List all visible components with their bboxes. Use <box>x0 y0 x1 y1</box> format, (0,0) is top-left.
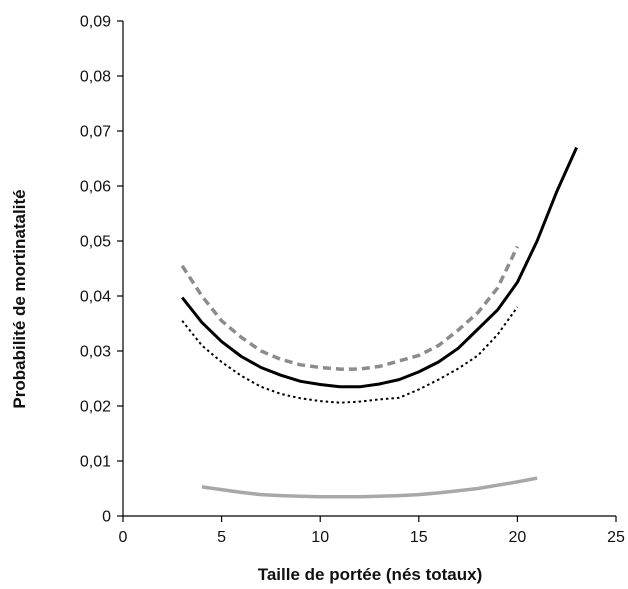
tick-labels: 0 0,01 0,02 0,03 0,04 0,05 0,06 0,07 0,08 0,09 0 5 1… <box>80 14 625 547</box>
series-group <box>180 146 578 499</box>
series-line-3 <box>181 306 519 404</box>
x-tick-label: 20 <box>509 529 527 546</box>
y-tick-label: 0,02 <box>80 399 111 416</box>
y-axis-title: Probabilité de mortinatalité <box>10 189 29 408</box>
series-line-4 <box>201 476 538 499</box>
y-tick-label: 0,07 <box>80 124 111 141</box>
x-tick-label: 5 <box>217 529 226 546</box>
y-tick-label: 0,04 <box>80 289 111 306</box>
y-tick-label: 0,08 <box>80 69 111 86</box>
x-axis-title: Taille de portée (nés totaux) <box>258 565 483 584</box>
y-tick-label: 0,06 <box>80 179 111 196</box>
y-tick-label: 0,01 <box>80 454 111 471</box>
y-tick-label: 0,05 <box>80 234 111 251</box>
axes <box>117 20 617 522</box>
x-tick-label: 10 <box>311 529 329 546</box>
series-line-1 <box>180 245 519 371</box>
x-tick-label: 25 <box>607 529 625 546</box>
series-line-2 <box>181 146 578 389</box>
y-tick-label: 0,03 <box>80 344 111 361</box>
x-tick-label: 15 <box>410 529 428 546</box>
y-tick-label: 0 <box>102 509 111 526</box>
y-tick-label: 0,09 <box>80 14 111 31</box>
x-tick-label: 0 <box>119 529 128 546</box>
